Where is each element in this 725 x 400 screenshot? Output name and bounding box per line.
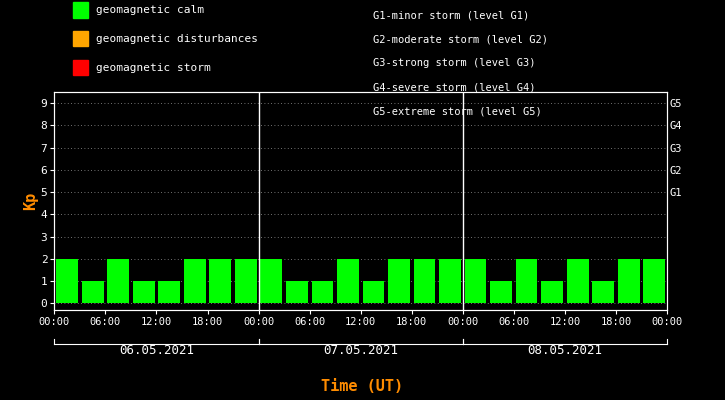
- Bar: [57, 259, 78, 303]
- Bar: [439, 259, 461, 303]
- Bar: [82, 281, 104, 303]
- Bar: [107, 259, 129, 303]
- Bar: [362, 281, 384, 303]
- Bar: [542, 281, 563, 303]
- Bar: [133, 281, 154, 303]
- Text: 08.05.2021: 08.05.2021: [527, 344, 602, 358]
- Text: geomagnetic calm: geomagnetic calm: [96, 5, 204, 15]
- Text: G5-extreme storm (level G5): G5-extreme storm (level G5): [373, 106, 542, 116]
- Bar: [618, 259, 639, 303]
- Text: geomagnetic storm: geomagnetic storm: [96, 63, 210, 73]
- Bar: [490, 281, 512, 303]
- Bar: [515, 259, 537, 303]
- Text: Time (UT): Time (UT): [321, 379, 404, 394]
- Bar: [465, 259, 486, 303]
- Bar: [210, 259, 231, 303]
- Bar: [158, 281, 180, 303]
- Bar: [567, 259, 589, 303]
- Y-axis label: Kp: Kp: [23, 192, 38, 210]
- Text: G1-minor storm (level G1): G1-minor storm (level G1): [373, 10, 530, 20]
- Text: 06.05.2021: 06.05.2021: [119, 344, 194, 358]
- Bar: [260, 259, 282, 303]
- Text: 07.05.2021: 07.05.2021: [323, 344, 398, 358]
- Text: geomagnetic disturbances: geomagnetic disturbances: [96, 34, 257, 44]
- Bar: [235, 259, 257, 303]
- Text: G2-moderate storm (level G2): G2-moderate storm (level G2): [373, 34, 548, 44]
- Bar: [312, 281, 334, 303]
- Bar: [414, 259, 435, 303]
- Bar: [643, 259, 665, 303]
- Bar: [286, 281, 307, 303]
- Bar: [337, 259, 359, 303]
- Bar: [388, 259, 410, 303]
- Bar: [184, 259, 206, 303]
- Bar: [592, 281, 614, 303]
- Text: G3-strong storm (level G3): G3-strong storm (level G3): [373, 58, 536, 68]
- Text: G4-severe storm (level G4): G4-severe storm (level G4): [373, 82, 536, 92]
